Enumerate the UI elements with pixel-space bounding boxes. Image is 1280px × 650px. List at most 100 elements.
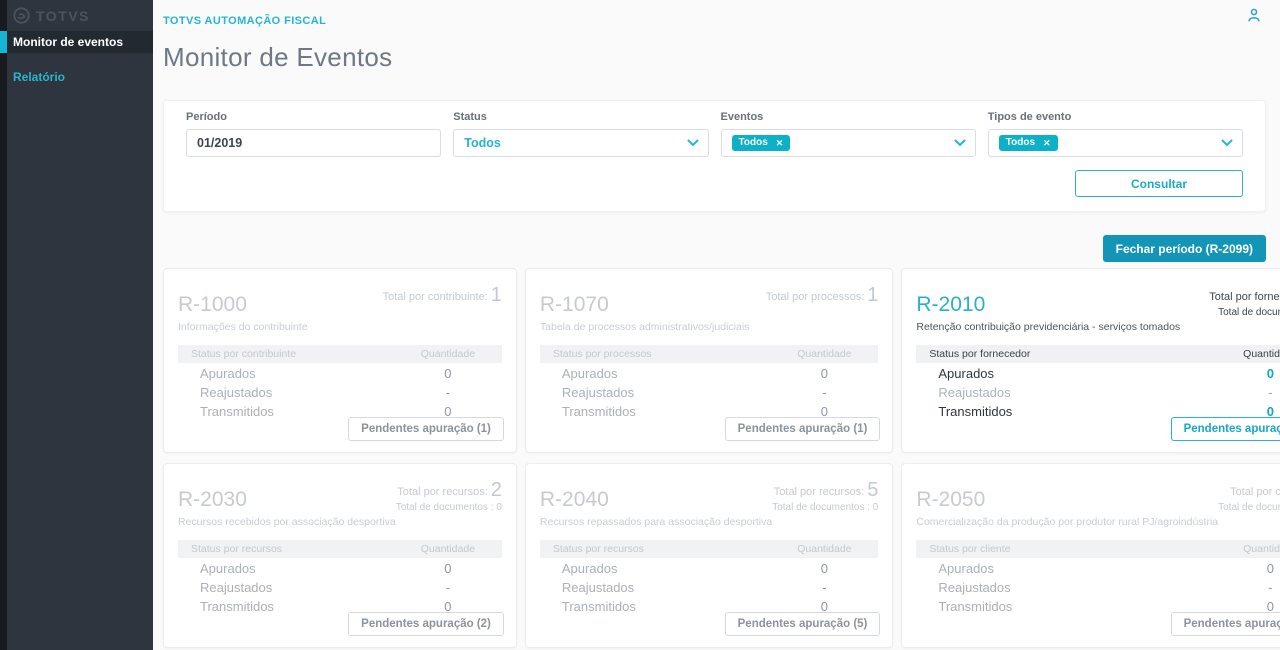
status-table-header: Status por fornecedor Quantidade: [916, 345, 1280, 363]
status-column-header: Status por recursos: [552, 543, 644, 555]
total-label: Total por cliente:: [1230, 486, 1280, 498]
tipos-multiselect[interactable]: Todos ✕: [987, 129, 1243, 157]
pendentes-apuracao-button[interactable]: Pendentes apuração (1): [724, 417, 881, 441]
status-row: Apurados 0: [916, 365, 1280, 382]
status-row-label: Transmitidos: [561, 599, 636, 614]
filter-periodo: Período: [186, 111, 442, 157]
status-table: Status por cliente Quantidade Apurados 0 Rea…: [916, 540, 1280, 615]
total-documents: Total de documentos : 0: [1218, 502, 1280, 513]
status-row: Transmitidos 0: [916, 403, 1280, 420]
eventos-multiselect[interactable]: Todos ✕: [720, 129, 976, 157]
card-subtitle: Informações do contribuinte: [178, 321, 308, 333]
card-header: R-1070 Tabela de processos administrativo…: [540, 281, 878, 345]
status-selected-value: Todos: [464, 136, 501, 150]
filter-panel: Período Status Todos Eventos Tod: [163, 100, 1266, 212]
sidebar-item-monitor-de-eventos[interactable]: Monitor de eventos: [0, 31, 153, 53]
total-label: Total por fornecedor:: [1209, 291, 1280, 303]
card-totals: Total por fornecedor:4 Total de documento…: [1209, 281, 1280, 345]
tag-remove-icon[interactable]: ✕: [775, 137, 784, 148]
card-header: R-2040 Recursos repassados para associaçã…: [540, 476, 878, 540]
sidebar: TOTVS Monitor de eventos Relatório: [0, 0, 153, 650]
status-row-value: 0: [820, 599, 828, 614]
totvs-logo: TOTVS: [0, 0, 153, 31]
card-title[interactable]: R-2010: [916, 293, 986, 316]
event-card: R-2040 Recursos repassados para associaçã…: [524, 463, 894, 648]
eventos-label: Eventos: [720, 111, 764, 123]
filter-tipos-de-evento: Tipos de evento Todos ✕: [987, 111, 1243, 157]
status-table-header: Status por processos Quantidade: [539, 345, 879, 363]
status-row-value: -: [822, 580, 827, 595]
status-row: Reajustados -: [178, 579, 502, 596]
status-label: Status: [453, 111, 487, 123]
quantity-column-header: Quantidade: [420, 348, 476, 360]
status-row: Reajustados -: [916, 579, 1280, 596]
status-column-header: Status por recursos: [191, 543, 283, 555]
status-table: Status por recursos Quantidade Apurados 0 Re…: [178, 540, 502, 615]
card-title: R-2030: [178, 488, 247, 511]
card-title: R-2050: [916, 488, 986, 511]
filter-eventos: Eventos Todos ✕: [720, 111, 976, 157]
status-row-value: 0: [444, 561, 452, 576]
status-table-header: Status por contribuinte Quantidade: [178, 345, 502, 363]
status-row: Reajustados -: [540, 579, 878, 596]
status-row-label: Transmitidos: [938, 404, 1013, 419]
pendentes-apuracao-button[interactable]: Pendentes apuração (3): [1170, 612, 1280, 636]
total-line: Total por cliente:3: [1218, 480, 1280, 500]
tag-remove-icon[interactable]: ✕: [1043, 137, 1051, 148]
status-table: Status por recursos Quantidade Apurados 0 Re…: [539, 540, 879, 615]
chevron-down-icon[interactable]: [954, 139, 966, 147]
app-brand: TOTVS AUTOMAÇÃO FISCAL: [163, 15, 327, 27]
total-label: Total por processos:: [765, 291, 865, 303]
card-totals: Total por contribuinte: 1: [383, 281, 502, 345]
pendentes-apuracao-button[interactable]: Pendentes apuração (2): [348, 612, 504, 636]
tipos-selected-tag: Todos ✕: [998, 135, 1058, 151]
status-select[interactable]: Todos: [453, 129, 709, 157]
status-table: Status por contribuinte Quantidade Apurado…: [178, 345, 502, 420]
status-row-value: -: [822, 385, 827, 400]
status-table-header: Status por cliente Quantidade: [916, 540, 1280, 558]
status-row: Apurados 0: [540, 560, 878, 577]
total-value: 1: [867, 284, 879, 306]
status-row-value: 0: [1266, 561, 1274, 576]
total-documents: Total de documentos : 8: [1218, 307, 1280, 318]
card-totals: Total por processos: 1: [766, 281, 879, 345]
quantity-column-header: Quantidade: [797, 543, 852, 555]
pendentes-apuracao-button[interactable]: Pendentes apuração (4): [1170, 417, 1280, 441]
sidebar-item-label: Monitor de eventos: [13, 35, 124, 49]
status-row-label: Reajustados: [938, 385, 1011, 400]
status-row-value: 0: [1266, 599, 1274, 614]
chevron-down-icon[interactable]: [1221, 139, 1233, 147]
pendentes-apuracao-button[interactable]: Pendentes apuração (5): [724, 612, 881, 636]
sidebar-item-relatorio[interactable]: Relatório: [0, 66, 153, 88]
card-subtitle: Tabela de processos administrativos/judi…: [539, 321, 750, 333]
card-totals: Total por cliente:3 Total de documentos :…: [1218, 476, 1280, 540]
sidebar-item-label: Relatório: [13, 70, 66, 84]
status-column-header: Status por processos: [552, 348, 652, 360]
status-row-value: 0: [820, 366, 828, 381]
status-row: Reajustados -: [178, 384, 502, 401]
periodo-input[interactable]: [197, 136, 431, 150]
total-line: Total por fornecedor:4: [1209, 285, 1280, 305]
card-header: R-2050 Comercialização da produção por pr…: [916, 476, 1280, 540]
total-value: 2: [490, 479, 502, 501]
card-subtitle: Recursos repassados para associação desp…: [539, 516, 773, 528]
status-row-label: Apurados: [200, 561, 256, 576]
pendentes-apuracao-button[interactable]: Pendentes apuração (1): [348, 417, 504, 441]
status-row-label: Reajustados: [938, 580, 1011, 595]
status-row-label: Apurados: [561, 561, 618, 576]
consultar-button[interactable]: Consultar: [1075, 170, 1243, 197]
status-row-value: 0: [1266, 404, 1274, 419]
status-table-header: Status por recursos Quantidade: [539, 540, 879, 558]
status-row: Transmitidos 0: [916, 598, 1280, 615]
user-profile-icon[interactable]: [1245, 6, 1263, 24]
status-row-label: Apurados: [938, 561, 995, 576]
chevron-down-icon[interactable]: [687, 139, 699, 147]
fechar-periodo-button[interactable]: Fechar período (R-2099): [1102, 235, 1266, 262]
totvs-logo-icon: [13, 7, 30, 24]
status-row: Transmitidos 0: [178, 403, 502, 420]
status-column-header: Status por cliente: [929, 543, 1011, 555]
status-column-header: Status por contribuinte: [191, 348, 297, 360]
status-row-label: Reajustados: [200, 580, 273, 595]
total-label: Total por recursos:: [397, 486, 488, 498]
status-row-label: Transmitidos: [200, 404, 274, 419]
